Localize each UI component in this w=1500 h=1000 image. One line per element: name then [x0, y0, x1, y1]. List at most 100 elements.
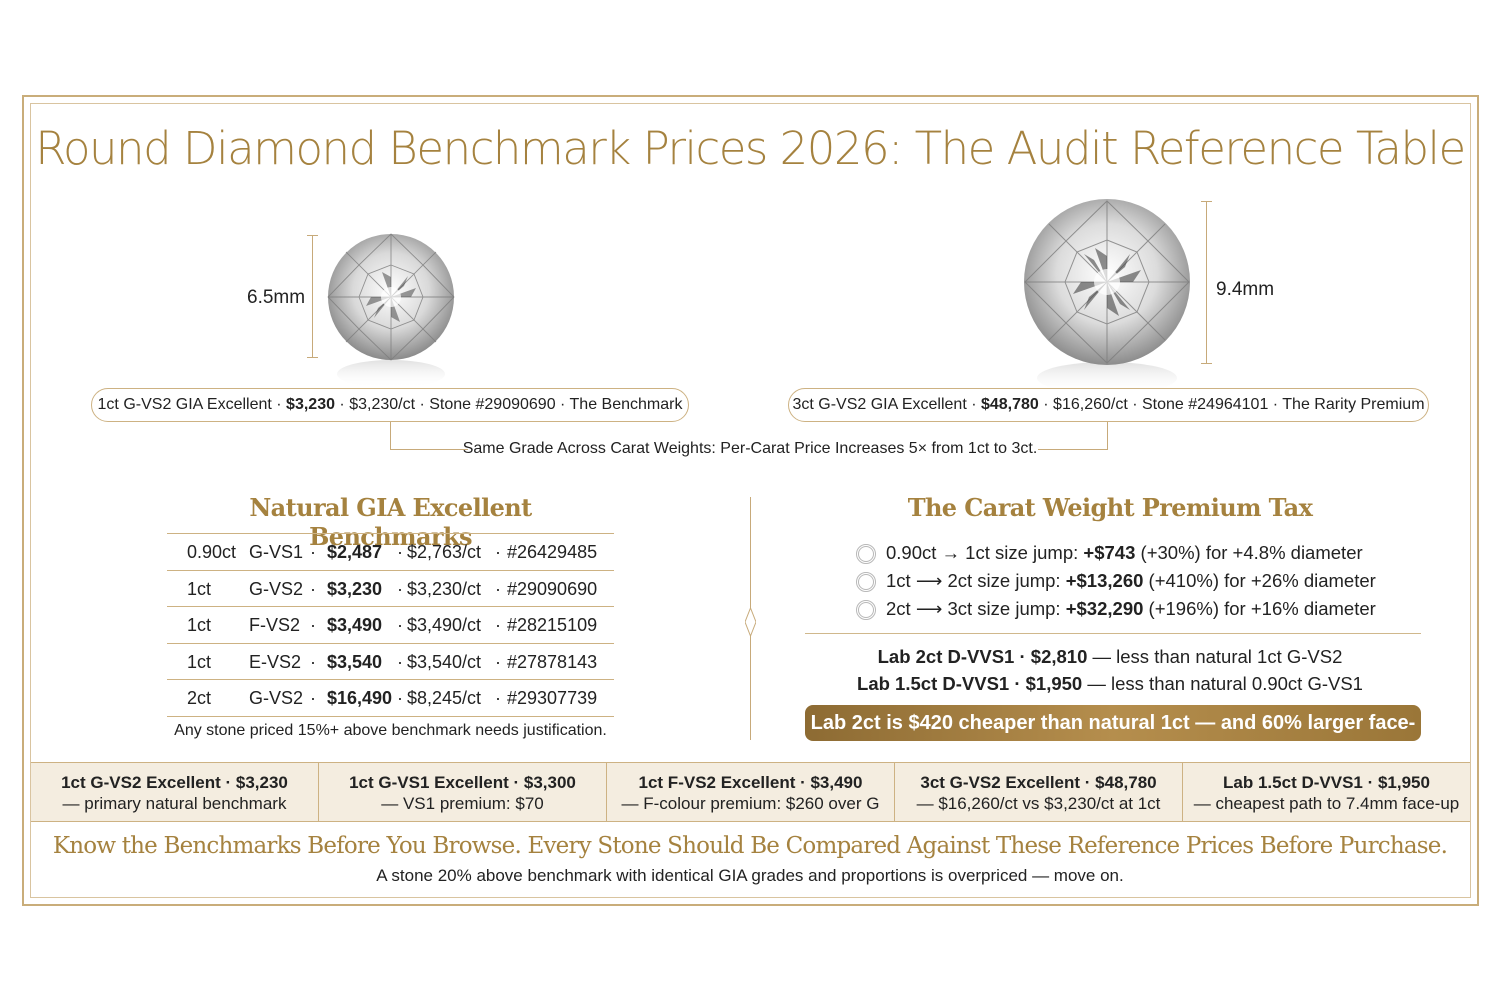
separator-dot: · [397, 542, 403, 562]
lab-stone-price: Lab 1.5ct D-VVS1 · $1,950 [857, 673, 1083, 694]
benchmark-grade: F-VS2 [249, 615, 301, 635]
separator-dot: · [310, 615, 316, 635]
dimension-cap-small-bottom [307, 357, 318, 358]
benchmark-carat: 1ct [187, 615, 212, 635]
benchmarks-heading: Natural GIA Excellent Benchmarks [249, 493, 532, 551]
benchmark-grade: G-VS2 [249, 688, 304, 708]
summary-cell-subtitle: — VS1 premium: $70 [381, 794, 544, 813]
benchmark-grade: G-VS1 [249, 542, 304, 562]
separator-dot: · [310, 688, 316, 708]
benchmark-row: 2ct G-VS2 · $16,490 · $8,245/ct · #29307739 [167, 680, 614, 717]
diamond-ring-icon [856, 544, 876, 564]
benchmark-grade: E-VS2 [249, 651, 302, 672]
tax-row-amount: +$13,260 [1065, 570, 1144, 591]
benchmark-stone-id: #27878143 [507, 651, 598, 672]
summary-cell: 1ct F-VS2 Excellent · $3,490 — F-colour p… [607, 763, 895, 821]
benchmark-carat: 1ct [187, 578, 212, 599]
tax-row-post: (+410%) for +26% diameter [1143, 570, 1376, 591]
benchmark-per-carat: $3,230/ct [407, 578, 482, 599]
summary-cell: 1ct G-VS1 Excellent · $3,300 — VS1 premiu… [319, 763, 607, 821]
summary-cell-title: 1ct G-VS1 Excellent · $3,300 [349, 773, 576, 792]
separator-dot: · [310, 651, 316, 672]
rarity-stone-pill: 3ct G-VS2 GIA Excellent · $48,780 · $16,… [788, 388, 1429, 422]
footer-headline: Know the Benchmarks Before You Browse. E… [52, 833, 1448, 859]
benchmark-stone-id: #29307739 [507, 688, 598, 708]
benchmark-per-carat: $8,245/ct [407, 688, 482, 708]
tax-row-text: 0.90ct → 1ct size jump: +$743 (+30%) for… [886, 542, 1363, 564]
dimension-cap-small-top [307, 235, 318, 236]
lab-comparison-line: Lab 1.5ct D-VVS1 · $1,950 — less than na… [780, 673, 1440, 695]
diamond-ring-icon [856, 572, 876, 592]
separator-dot: · [495, 542, 501, 562]
summary-cell-subtitle: — $16,260/ct vs $3,230/ct at 1ct [916, 794, 1161, 813]
tax-row-pre: 0.90ct → 1ct size jump: [886, 542, 1084, 563]
benchmarks-note: Any stone priced 15%+ above benchmark ne… [174, 722, 607, 739]
summary-cell-subtitle: — cheapest path to 7.4mm face-up [1193, 794, 1460, 813]
outer-frame [22, 95, 1479, 906]
benchmark-pill-post: · $3,230/ct · Stone #29090690 · The Benc… [334, 396, 683, 413]
summary-cell-subtitle: — F-colour premium: $260 over G [621, 794, 880, 813]
tax-row-post: (+30%) for +4.8% diameter [1135, 542, 1363, 563]
summary-cell: 1ct G-VS2 Excellent · $3,230 — primary na… [31, 763, 319, 821]
diamond-ring-icon [856, 600, 876, 620]
dimension-cap-large-top [1201, 201, 1212, 202]
separator-dot: · [495, 578, 501, 599]
lab-comparison-line: Lab 2ct D-VVS1 · $2,810 — less than natu… [780, 646, 1440, 668]
benchmark-grade: G-VS2 [249, 578, 304, 599]
diamond-1ct-image [327, 233, 455, 388]
divider-diamond-ornament [745, 608, 756, 636]
benchmark-row: 1ct F-VS2 · $3,490 · $3,490/ct · #28215109 [167, 607, 614, 644]
benchmark-stone-id: #26429485 [507, 542, 598, 562]
summary-cell-title: 1ct F-VS2 Excellent · $3,490 [638, 773, 863, 792]
benchmark-stone-id: #29090690 [507, 578, 598, 599]
benchmark-pill-pre: 1ct G-VS2 GIA Excellent · [97, 396, 287, 413]
benchmarks-table: 0.90ct G-VS1 · $2,487 · $2,763/ct · #26429485 1c… [167, 533, 614, 717]
benchmark-pill-price: $3,230 [286, 396, 335, 413]
benchmark-stone-pill: 1ct G-VS2 GIA Excellent · $3,230 · $3,23… [91, 388, 689, 422]
rarity-pill-post: · $16,260/ct · Stone #24964101 · The Rar… [1038, 396, 1425, 413]
rarity-pill-price: $48,780 [980, 396, 1039, 413]
inner-frame [30, 103, 1471, 898]
tax-row-pre: 1ct ⟶ 2ct size jump: [886, 570, 1066, 591]
separator-dot: · [495, 651, 501, 672]
tax-heading: The Carat Weight Premium Tax [907, 493, 1313, 522]
separator-dot: · [397, 688, 403, 708]
benchmark-carat: 0.90ct [187, 542, 237, 562]
separator-dot: · [310, 578, 316, 599]
benchmark-price: $3,230 [327, 578, 383, 599]
separator-dot: · [495, 615, 501, 635]
tax-row-amount: +$32,290 [1065, 598, 1144, 619]
separator-dot: · [495, 688, 501, 708]
connector-bracket-right [1038, 422, 1108, 450]
rarity-pill-pre: 3ct G-VS2 GIA Excellent · [792, 396, 981, 413]
footer-subline: A stone 20% above benchmark with identic… [376, 866, 1124, 885]
benchmark-stone-id: #28215109 [507, 615, 598, 635]
benchmark-summary-strip: 1ct G-VS2 Excellent · $3,230 — primary na… [31, 762, 1470, 822]
page-title: Round Diamond Benchmark Prices 2026: The… [35, 122, 1466, 175]
tax-row-post: (+196%) for +16% diameter [1143, 598, 1376, 619]
benchmark-row: 1ct E-VS2 · $3,540 · $3,540/ct · #27878143 [167, 644, 614, 680]
summary-cell-title: 1ct G-VS2 Excellent · $3,230 [61, 773, 288, 792]
lab-comparison-text: — less than natural 1ct G-VS2 [1087, 646, 1343, 667]
benchmark-per-carat: $3,540/ct [407, 651, 482, 672]
connector-bracket-left [390, 422, 468, 450]
summary-cell: 3ct G-VS2 Excellent · $48,780 — $16,260/c… [895, 763, 1183, 821]
tax-row-text: 1ct ⟶ 2ct size jump: +$13,260 (+410%) fo… [886, 570, 1376, 592]
benchmark-row: 1ct G-VS2 · $3,230 · $3,230/ct · #29090690 [167, 571, 614, 607]
summary-cell-title: Lab 1.5ct D-VVS1 · $1,950 [1223, 773, 1430, 792]
dimension-label-large: 9.4mm [1216, 279, 1275, 300]
benchmark-price: $16,490 [327, 688, 393, 708]
connector-note: Same Grade Across Carat Weights: Per-Car… [462, 440, 1038, 457]
benchmark-carat: 2ct [187, 688, 212, 708]
tax-row-amount: +$743 [1083, 542, 1136, 563]
tax-row-pre: 2ct ⟶ 3ct size jump: [886, 598, 1066, 619]
lab-stone-price: Lab 2ct D-VVS1 · $2,810 [877, 646, 1088, 667]
benchmark-price: $2,487 [327, 542, 383, 562]
dimension-line-large [1206, 201, 1207, 364]
benchmark-per-carat: $2,763/ct [407, 542, 482, 562]
dimension-line-small [312, 235, 313, 358]
benchmark-carat: 1ct [187, 651, 212, 672]
summary-cell: Lab 1.5ct D-VVS1 · $1,950 — cheapest path… [1183, 763, 1470, 821]
summary-cell-title: 3ct G-VS2 Excellent · $48,780 [920, 773, 1157, 792]
tax-row-text: 2ct ⟶ 3ct size jump: +$32,290 (+196%) fo… [886, 598, 1376, 620]
